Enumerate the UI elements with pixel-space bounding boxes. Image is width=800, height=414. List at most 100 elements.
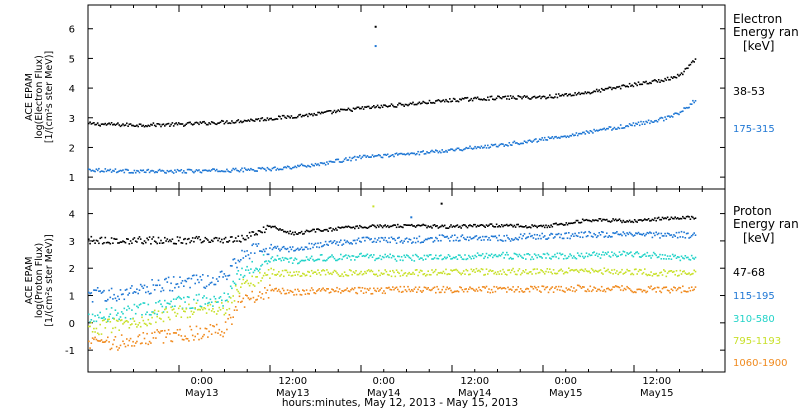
data-point <box>422 289 424 292</box>
data-point <box>148 293 151 295</box>
legend-title-line: Energy ran <box>733 217 799 231</box>
data-point <box>405 103 408 106</box>
data-point <box>236 169 238 172</box>
data-point <box>385 270 388 273</box>
data-point <box>142 319 145 322</box>
data-point <box>153 289 156 291</box>
data-point <box>114 238 117 240</box>
data-point <box>100 292 103 294</box>
data-point <box>556 252 559 255</box>
data-point <box>143 125 146 128</box>
data-point <box>670 258 673 260</box>
data-point <box>536 141 538 143</box>
data-point <box>214 123 217 125</box>
data-point <box>264 168 266 170</box>
data-point <box>255 267 257 270</box>
data-point <box>262 167 265 170</box>
data-point <box>250 235 252 237</box>
data-point <box>446 227 448 229</box>
data-point <box>295 270 298 273</box>
data-point <box>199 238 202 241</box>
data-point <box>113 339 115 341</box>
data-point <box>300 259 303 262</box>
data-point <box>347 254 350 257</box>
data-point <box>633 234 636 236</box>
data-point <box>641 255 644 257</box>
data-point <box>169 125 171 127</box>
data-point <box>242 237 245 240</box>
data-point <box>512 225 514 228</box>
data-point <box>221 302 223 304</box>
data-point <box>644 268 646 270</box>
data-point <box>260 280 262 282</box>
data-point <box>611 129 613 131</box>
data-point <box>298 114 300 116</box>
data-point <box>670 234 673 236</box>
data-point <box>625 125 627 128</box>
data-point <box>226 309 228 311</box>
data-point <box>96 240 99 242</box>
data-point <box>500 239 503 242</box>
data-point <box>90 235 93 238</box>
data-point <box>625 288 627 291</box>
data-point <box>133 169 136 172</box>
data-point <box>351 243 353 245</box>
data-point <box>514 237 517 239</box>
data-point <box>419 257 422 259</box>
data-point <box>414 103 417 106</box>
data-point <box>281 287 284 290</box>
data-point <box>442 285 445 288</box>
data-point <box>466 226 469 229</box>
data-point <box>616 270 618 272</box>
data-point <box>656 120 659 123</box>
data-point <box>619 87 622 90</box>
data-point <box>165 240 167 242</box>
data-point <box>335 227 337 230</box>
data-point <box>645 233 647 236</box>
data-point <box>528 226 531 228</box>
data-point <box>100 236 103 239</box>
data-point <box>117 349 119 351</box>
data-point <box>538 225 541 227</box>
data-point <box>589 130 592 132</box>
data-point <box>240 286 242 288</box>
data-point <box>366 105 369 108</box>
data-point <box>276 290 279 292</box>
data-point <box>385 105 388 107</box>
data-point <box>494 235 497 237</box>
data-point <box>373 273 375 275</box>
data-point <box>218 122 221 124</box>
data-point <box>355 225 357 228</box>
series-1060-1900 <box>88 284 697 351</box>
data-point <box>580 133 583 135</box>
data-point <box>332 256 334 258</box>
data-point <box>492 144 494 147</box>
data-point <box>669 270 671 272</box>
data-point <box>566 237 569 239</box>
data-point <box>147 168 150 171</box>
data-point <box>587 91 589 94</box>
data-point <box>236 273 238 275</box>
data-point <box>588 91 590 94</box>
data-point <box>484 99 486 101</box>
data-point <box>145 323 147 325</box>
data-point <box>250 252 252 254</box>
data-point <box>404 153 407 156</box>
data-point <box>118 124 120 126</box>
data-point <box>276 167 279 170</box>
data-point <box>609 272 612 274</box>
data-point <box>96 122 99 124</box>
data-point <box>103 123 105 126</box>
data-point <box>226 120 228 122</box>
data-point <box>694 270 697 273</box>
data-point <box>426 254 428 257</box>
data-point <box>607 127 609 130</box>
data-point <box>451 148 454 151</box>
data-point <box>271 225 274 228</box>
data-point <box>473 289 475 291</box>
data-point <box>664 217 666 219</box>
data-point <box>513 97 516 99</box>
data-point <box>381 273 384 275</box>
data-point <box>199 275 202 278</box>
data-point <box>384 153 386 156</box>
